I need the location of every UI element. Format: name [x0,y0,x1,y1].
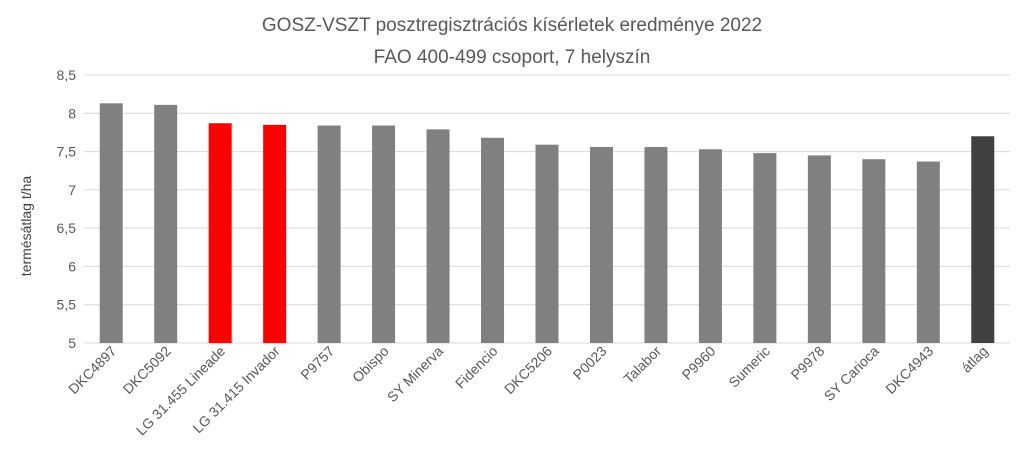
x-tick-label: DKC5092 [120,343,174,397]
bar [916,161,940,343]
bar [644,146,668,343]
y-axis-ticks: 5 5,5 6 6,5 7 7,5 8 8,5 [57,67,77,351]
y-tick-label: 6,5 [57,220,77,236]
x-tick-label: DKC4943 [882,343,936,397]
x-tick-label: SY Minerva [384,343,446,405]
y-tick-label: 7 [68,182,76,198]
bar [753,153,777,343]
x-tick-label: DKC5206 [501,343,555,397]
x-tick-label: Sumeric [725,343,773,391]
y-tick-label: 8 [68,105,76,121]
bar [154,104,178,343]
x-tick-label: Talabor [620,343,664,387]
bar [589,146,613,343]
bar [481,137,505,343]
y-axis-label: termésátlag t/ha [18,176,34,277]
bar [208,123,232,344]
y-tick-label: 8,5 [57,67,77,83]
chart-title: GOSZ-VSZT posztregisztrációs kísérletek … [262,15,762,36]
bar [535,144,559,343]
bar [263,124,287,344]
chart-subtitle: FAO 400-499 csoport, 7 helyszín [374,47,651,68]
x-tick-label: P9960 [679,343,719,383]
y-tick-label: 5 [68,335,76,351]
bar [807,155,831,343]
x-tick-label: Fidencio [452,343,501,392]
y-tick-label: 7,5 [57,144,77,160]
bar [426,129,450,343]
bar [862,159,886,343]
bar [372,125,396,343]
y-tick-label: 6 [68,258,76,274]
y-tick-label: 5,5 [57,297,77,313]
bar [317,125,341,343]
bar [971,136,995,343]
x-tick-label: SY Carioca [821,343,882,404]
x-tick-label: P0023 [570,343,610,383]
x-tick-label: átlag [958,343,991,376]
bar [99,103,123,344]
x-tick-label: Obispo [349,343,392,386]
bar [698,149,722,343]
x-tick-label: P9978 [788,343,828,383]
bars [99,103,995,344]
x-tick-label: P9757 [297,343,337,383]
